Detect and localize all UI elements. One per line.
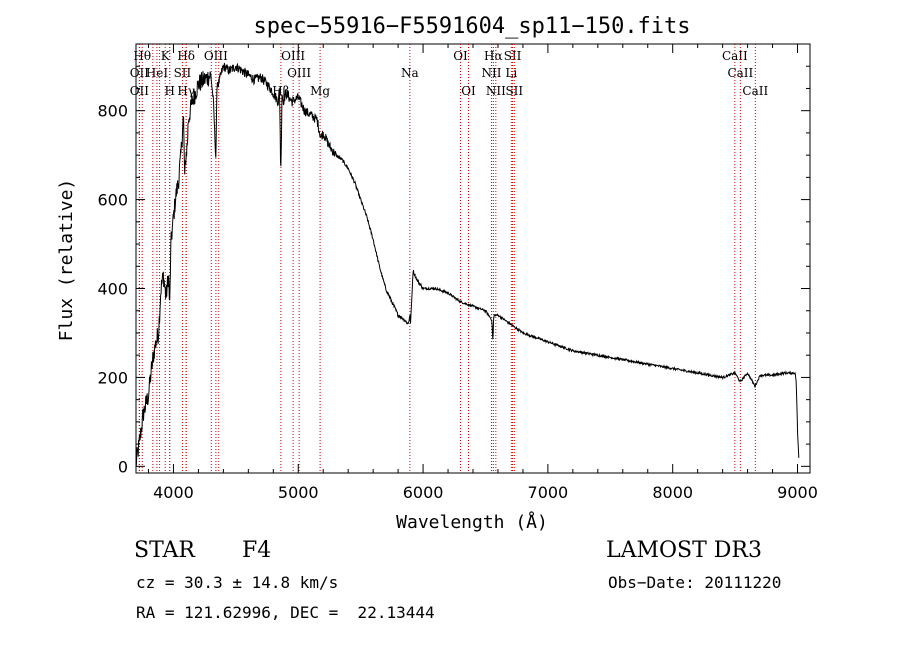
chart-title: spec−55916−F5591604_sp11−150.fits xyxy=(253,14,690,39)
object-class: STAR xyxy=(134,538,195,563)
line-label-23: Hα xyxy=(484,49,503,63)
line-label-20: OI xyxy=(453,49,468,63)
line-label-7: H xyxy=(164,84,174,98)
line-label-24: NII xyxy=(486,84,506,98)
line-label-18: Mg xyxy=(310,84,330,98)
line-label-25: Li xyxy=(505,66,517,80)
object-subclass: F4 xyxy=(242,538,272,563)
x-tick-label-4: 8000 xyxy=(652,483,693,502)
plot-frame xyxy=(135,43,811,474)
y-tick-label-0: 0 xyxy=(118,457,128,476)
line-label-19: Na xyxy=(401,66,419,80)
ra-dec: RA = 121.62996, DEC = 22.13444 xyxy=(136,603,435,622)
line-label-0: Hθ xyxy=(133,49,151,63)
x-tick-label-0: 4000 xyxy=(153,483,194,502)
line-label-4: HeI xyxy=(146,66,169,80)
line-label-26: SII xyxy=(504,49,522,63)
y-axis-label: Flux (relative) xyxy=(56,179,77,342)
spectrum-line xyxy=(135,62,800,466)
spectrum-series xyxy=(135,62,800,466)
line-label-1: OII xyxy=(130,66,150,80)
obs-date: Obs−Date: 20111220 xyxy=(608,573,782,592)
line-label-29: CaII xyxy=(727,66,753,80)
x-tick-label-2: 6000 xyxy=(403,483,444,502)
y-tick-label-4: 800 xyxy=(97,102,128,121)
line-label-22: NII xyxy=(481,66,501,80)
line-label-21: OI xyxy=(461,84,476,98)
line-label-28: CaII xyxy=(722,49,748,63)
x-axis-label: Wavelength (Å) xyxy=(396,511,548,533)
y-tick-label-2: 400 xyxy=(97,280,128,299)
spectral-line-markers: HθOIIOIIHeIKHSIIHδHγOIIIHβOIIIOIIIMgNaOI… xyxy=(130,44,768,473)
line-label-30: CaII xyxy=(742,84,768,98)
redshift-cz: cz = 30.3 ± 14.8 km/s xyxy=(136,573,339,592)
line-label-16: OIII xyxy=(281,49,305,63)
line-label-27: SII xyxy=(505,84,523,98)
line-label-6: K xyxy=(161,49,171,63)
x-tick-label-1: 5000 xyxy=(278,483,319,502)
line-label-17: OIII xyxy=(287,66,311,80)
line-label-9: SII xyxy=(174,66,192,80)
line-label-13: OIII xyxy=(204,49,228,63)
line-label-2: OII xyxy=(130,84,150,98)
axis-ticks: 4000 5000 6000 7000 8000 9000 0 200 400 600 800 xyxy=(97,44,818,502)
y-tick-label-3: 600 xyxy=(97,191,128,210)
y-tick-label-1: 200 xyxy=(97,368,128,387)
survey-name: LAMOST DR3 xyxy=(606,538,762,563)
x-tick-label-5: 9000 xyxy=(777,483,818,502)
line-label-11: Hγ xyxy=(177,84,195,98)
x-tick-label-3: 7000 xyxy=(528,483,569,502)
